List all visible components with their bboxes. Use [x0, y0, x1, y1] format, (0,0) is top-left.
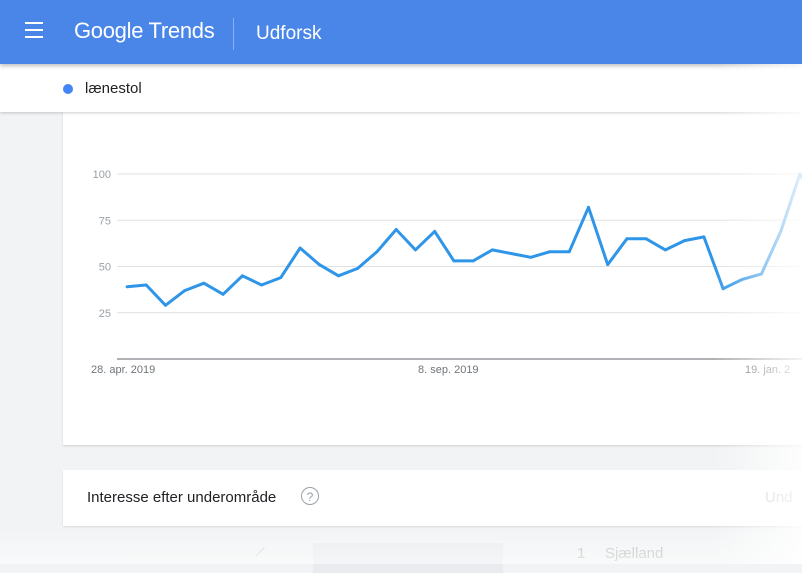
- subregion-card-title: Interesse efter underområde: [87, 489, 277, 506]
- data-point[interactable]: [529, 255, 533, 259]
- region-name[interactable]: Sjælland: [605, 545, 664, 562]
- data-point[interactable]: [356, 267, 360, 270]
- x-tick-label: 19. jan. 2: [745, 364, 790, 376]
- interest-over-time-card: 25 50 75 100 28. apr. 2019 8. sep. 2019 19. ja…: [63, 112, 802, 445]
- data-point[interactable]: [644, 237, 648, 241]
- data-point[interactable]: [664, 248, 667, 252]
- term-color-dot: [63, 84, 73, 94]
- data-point[interactable]: [587, 205, 590, 209]
- data-point[interactable]: [798, 172, 802, 176]
- data-point[interactable]: [779, 230, 783, 233]
- data-point[interactable]: [183, 289, 187, 292]
- series-line[interactable]: [126, 172, 802, 307]
- page-section-title: Udforsk: [256, 23, 322, 44]
- data-point[interactable]: [683, 239, 686, 242]
- data-point[interactable]: [279, 276, 283, 279]
- y-tick-label: 75: [99, 215, 111, 227]
- data-point[interactable]: [394, 228, 398, 231]
- data-point[interactable]: [510, 252, 513, 256]
- top-app-bar: Google Trends Udforsk: [0, 0, 802, 64]
- interest-over-time-chart: 25 50 75 100 28. apr. 2019 8. sep. 2019 19. ja…: [91, 169, 802, 376]
- data-point[interactable]: [471, 259, 475, 263]
- region-rank: 1: [577, 545, 586, 562]
- data-point[interactable]: [125, 285, 129, 289]
- data-point[interactable]: [452, 259, 456, 263]
- menu-icon[interactable]: [25, 22, 45, 42]
- data-point[interactable]: [241, 274, 244, 278]
- y-tick-label: 50: [99, 262, 111, 274]
- search-term-label[interactable]: lænestol: [85, 80, 142, 97]
- data-point[interactable]: [433, 230, 437, 233]
- data-point[interactable]: [490, 248, 494, 252]
- data-point[interactable]: [317, 263, 321, 266]
- data-point[interactable]: [202, 281, 206, 285]
- region-map[interactable]: [313, 543, 503, 573]
- subregion-dropdown-label[interactable]: Und: [765, 489, 793, 506]
- data-point[interactable]: [144, 283, 148, 287]
- data-point[interactable]: [221, 292, 225, 296]
- subregion-list-row: 1 Sjælland: [0, 530, 802, 573]
- data-point[interactable]: [164, 303, 167, 307]
- data-point[interactable]: [548, 250, 552, 254]
- y-tick-label: 100: [93, 169, 111, 181]
- interest-by-subregion-card: Interesse efter underområde ? Und: [63, 470, 802, 526]
- data-point[interactable]: [414, 248, 417, 252]
- header-divider: [233, 18, 234, 50]
- data-point[interactable]: [760, 272, 763, 276]
- data-point[interactable]: [740, 278, 744, 281]
- data-point[interactable]: [260, 283, 263, 287]
- x-tick-label: 28. apr. 2019: [91, 364, 155, 376]
- data-point[interactable]: [721, 287, 725, 291]
- data-point[interactable]: [606, 263, 610, 266]
- help-icon[interactable]: ?: [301, 487, 319, 505]
- map-marker-icon: [255, 547, 274, 565]
- search-term-bar: lænestol: [0, 64, 802, 112]
- data-point[interactable]: [375, 250, 379, 254]
- x-tick-label: 8. sep. 2019: [418, 364, 479, 376]
- data-point[interactable]: [298, 246, 302, 250]
- data-point[interactable]: [625, 237, 629, 241]
- data-point[interactable]: [567, 250, 571, 254]
- google-trends-logo[interactable]: Google Trends: [74, 18, 215, 43]
- data-point[interactable]: [702, 235, 706, 239]
- y-tick-label: 25: [99, 308, 111, 320]
- data-point[interactable]: [337, 274, 340, 278]
